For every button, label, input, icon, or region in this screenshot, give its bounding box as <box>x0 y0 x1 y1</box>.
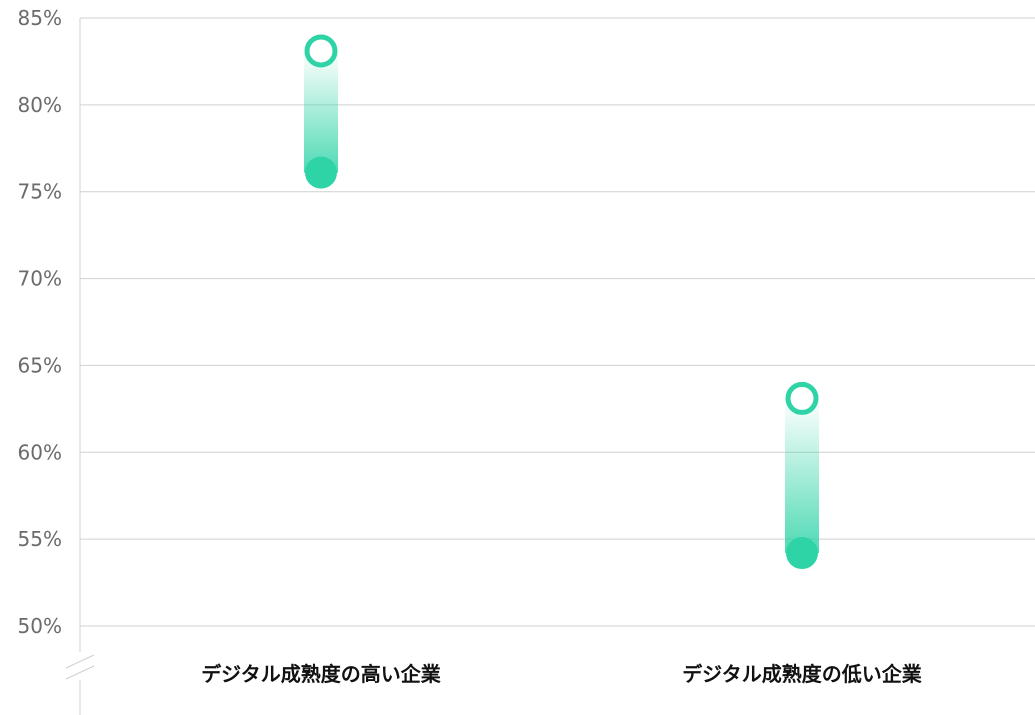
x-tick-label: デジタル成熟度の低い企業 <box>682 662 923 686</box>
range-low-marker <box>786 537 818 570</box>
range-high-marker <box>304 34 338 68</box>
range-series <box>304 34 819 570</box>
range-bar <box>785 398 819 554</box>
axis-break-mark <box>65 654 95 669</box>
range-bar <box>304 51 338 173</box>
y-tick-label: 85% <box>18 6 62 30</box>
x-tick-labels: デジタル成熟度の高い企業 デジタル成熟度の低い企業 <box>201 662 923 686</box>
y-tick-label: 60% <box>18 440 62 464</box>
range-high-marker <box>785 381 819 415</box>
x-tick-label: デジタル成熟度の高い企業 <box>201 662 442 686</box>
axis-break-mark <box>65 665 95 680</box>
y-tick-label: 65% <box>18 353 62 377</box>
y-axis <box>65 18 95 715</box>
y-tick-label: 50% <box>18 614 62 638</box>
gridlines <box>80 17 1035 627</box>
y-tick-labels: 85% 80% 75% 70% 65% 60% 55% 50% <box>18 6 62 638</box>
range-low-marker <box>305 156 337 189</box>
y-tick-label: 80% <box>18 93 62 117</box>
y-tick-label: 70% <box>18 267 62 291</box>
y-tick-label: 55% <box>18 527 62 551</box>
y-tick-label: 75% <box>18 180 62 204</box>
